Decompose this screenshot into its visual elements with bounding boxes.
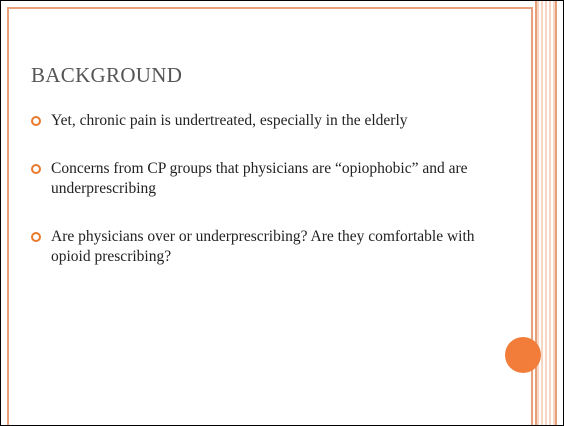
frame <box>7 7 533 425</box>
circle <box>505 337 541 373</box>
bullet: Yet, chronic pain is undertreated, espec… <box>31 111 491 131</box>
stripe <box>535 1 557 425</box>
bullet: Are physicians over or underprescribing?… <box>31 227 491 267</box>
bullet-list: Yet, chronic pain is undertreated, espec… <box>31 111 491 295</box>
title: BACKGROUND <box>31 63 183 87</box>
bullet: Concerns from CP groups that physicians … <box>31 159 491 199</box>
